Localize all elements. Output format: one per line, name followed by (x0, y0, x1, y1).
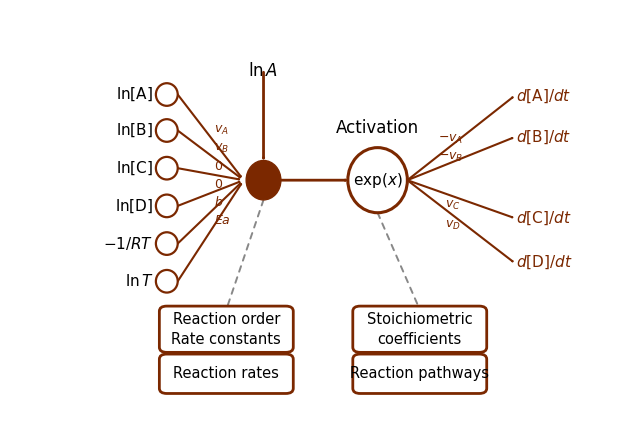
Text: $\mathrm{ln}\,A$: $\mathrm{ln}\,A$ (248, 62, 278, 80)
Text: $\mathrm{ln[D]}$: $\mathrm{ln[D]}$ (115, 197, 154, 214)
Text: $-v_B$: $-v_B$ (438, 151, 463, 164)
Ellipse shape (156, 194, 178, 217)
Ellipse shape (246, 161, 281, 200)
Text: $d\mathrm{[A]}/dt$: $d\mathrm{[A]}/dt$ (516, 88, 572, 105)
Text: $v_D$: $v_D$ (445, 219, 461, 232)
Text: $0$: $0$ (214, 178, 223, 191)
Ellipse shape (156, 119, 178, 142)
Text: $\mathrm{ln}\,T$: $\mathrm{ln}\,T$ (125, 273, 154, 289)
Text: $d\mathrm{[C]}/dt$: $d\mathrm{[C]}/dt$ (516, 209, 572, 227)
FancyBboxPatch shape (159, 354, 293, 393)
Text: $d\mathrm{[D]}/dt$: $d\mathrm{[D]}/dt$ (516, 254, 573, 271)
Text: $Ea$: $Ea$ (214, 214, 231, 227)
Text: $0$: $0$ (214, 160, 223, 173)
Text: $v_C$: $v_C$ (445, 199, 461, 212)
Text: Activation: Activation (336, 119, 419, 138)
FancyBboxPatch shape (353, 354, 487, 393)
Text: $b$: $b$ (214, 195, 224, 209)
Text: Reaction rates: Reaction rates (173, 366, 279, 381)
Text: $v_A$: $v_A$ (214, 124, 229, 138)
Ellipse shape (156, 270, 178, 292)
Ellipse shape (156, 83, 178, 106)
FancyBboxPatch shape (159, 306, 293, 352)
Text: $\mathrm{ln[C]}$: $\mathrm{ln[C]}$ (116, 159, 154, 177)
Text: $\exp(x)$: $\exp(x)$ (353, 171, 403, 190)
Text: $-v_A$: $-v_A$ (438, 133, 463, 146)
Text: $-1/RT$: $-1/RT$ (103, 235, 154, 252)
FancyBboxPatch shape (353, 306, 487, 352)
Text: Stoichiometric
coefficients: Stoichiometric coefficients (367, 312, 472, 347)
Text: $v_B$: $v_B$ (214, 142, 229, 154)
Text: Reaction order
Rate constants: Reaction order Rate constants (172, 312, 281, 347)
Ellipse shape (348, 148, 407, 213)
Ellipse shape (156, 232, 178, 255)
Text: $d\mathrm{[B]}/dt$: $d\mathrm{[B]}/dt$ (516, 129, 572, 146)
Ellipse shape (156, 157, 178, 179)
Text: $\mathrm{ln[B]}$: $\mathrm{ln[B]}$ (116, 122, 154, 139)
Text: Reaction pathways: Reaction pathways (350, 366, 489, 381)
Text: $\mathrm{ln[A]}$: $\mathrm{ln[A]}$ (116, 86, 154, 103)
